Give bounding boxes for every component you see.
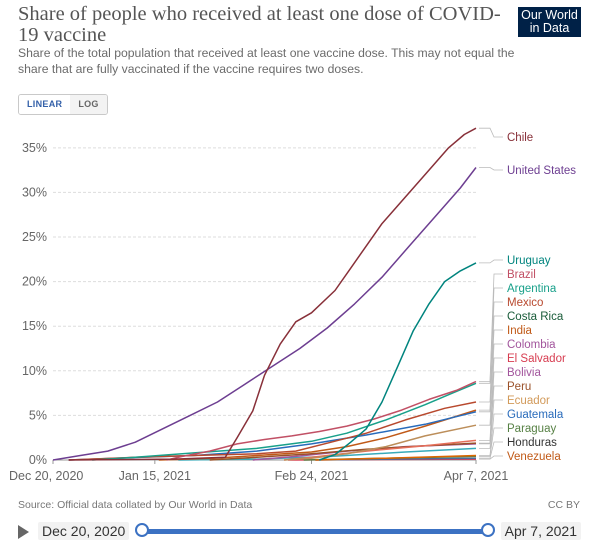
scale-toggle: LINEAR LOG	[18, 94, 108, 115]
play-icon[interactable]	[18, 525, 29, 539]
series-line-united-states[interactable]	[52, 167, 477, 461]
legend-label-el-salvador[interactable]: El Salvador	[507, 353, 566, 365]
y-tick-label: 35%	[22, 141, 47, 155]
chart-subtitle: Share of the total population that recei…	[18, 46, 515, 76]
legend-connectors	[479, 127, 503, 460]
series-line-mexico[interactable]	[68, 401, 477, 461]
legend-connector	[479, 427, 503, 457]
series-line-chile[interactable]	[68, 127, 477, 461]
series-line-colombia[interactable]	[284, 424, 477, 461]
legend-label-colombia[interactable]: Colombia	[507, 339, 556, 351]
x-tick-label: Apr 7, 2021	[444, 469, 509, 483]
x-axis-ticks: Dec 20, 2020 Jan 15, 2021 Feb 24, 2021 Apr …	[9, 460, 508, 483]
legend-connector	[479, 343, 503, 426]
legend-label-brazil[interactable]: Brazil	[507, 269, 536, 281]
legend-connector	[479, 167, 503, 171]
legend-connector	[479, 301, 503, 403]
y-tick-label: 15%	[22, 319, 47, 333]
legend-label-honduras[interactable]: Honduras	[507, 437, 557, 449]
line-chart: 0% 5% 10% 15% 20% 25% 30% 35% Dec 20, 2020 Jan 1…	[9, 127, 576, 483]
x-tick-label: Feb 24, 2021	[275, 469, 349, 483]
legend-connector	[479, 441, 503, 459]
legend-connector	[479, 455, 503, 460]
series-line-uruguay[interactable]	[319, 262, 477, 461]
series-line-guatemala[interactable]	[315, 454, 477, 461]
legend-label-paraguay[interactable]: Paraguay	[507, 423, 556, 435]
timeline: Dec 20, 2020 Apr 7, 2021	[18, 519, 583, 543]
legend-connector	[479, 329, 503, 411]
legend-label-united-states[interactable]: United States	[507, 165, 576, 177]
timeline-end-label[interactable]: Apr 7, 2021	[500, 522, 581, 540]
legend-label-bolivia[interactable]: Bolivia	[507, 367, 541, 379]
y-tick-label: 25%	[22, 230, 47, 244]
legend-label-guatemala[interactable]: Guatemala	[507, 409, 564, 421]
legend-label-chile[interactable]: Chile	[507, 132, 533, 144]
legend-label-argentina[interactable]: Argentina	[507, 283, 557, 295]
legend-label-costa-rica[interactable]: Costa Rica	[507, 311, 564, 323]
legend-label-venezuela[interactable]: Venezuela	[507, 451, 561, 463]
log-scale-button[interactable]: LOG	[70, 95, 107, 114]
timeline-start-handle[interactable]	[135, 523, 149, 537]
license-note[interactable]: CC BY	[547, 499, 580, 511]
legend-label-ecuador[interactable]: Ecuador	[507, 395, 550, 407]
timeline-end-handle[interactable]	[481, 523, 495, 537]
linear-scale-button[interactable]: LINEAR	[18, 95, 72, 114]
legend-label-mexico[interactable]: Mexico	[507, 297, 543, 309]
legend-connector	[479, 413, 503, 456]
logo-line-2: in Data	[529, 21, 570, 35]
y-tick-label: 5%	[29, 408, 47, 422]
grid-lines	[53, 147, 476, 461]
y-tick-label: 20%	[22, 275, 47, 289]
legend-label-india[interactable]: India	[507, 325, 533, 337]
legend-connector	[479, 371, 503, 444]
y-tick-label: 10%	[22, 364, 47, 378]
legend-connector	[479, 287, 503, 384]
chart-title: Share of people who received at least on…	[18, 3, 501, 46]
series-line-brazil[interactable]	[166, 380, 477, 461]
y-tick-label: 0%	[29, 453, 47, 467]
y-tick-label: 30%	[22, 185, 47, 199]
timeline-start-label[interactable]: Dec 20, 2020	[38, 522, 130, 540]
series-lines	[52, 127, 477, 461]
owid-logo[interactable]: Our World in Data	[518, 7, 581, 37]
series-line-argentina[interactable]	[92, 382, 477, 461]
legend-connector	[479, 259, 503, 264]
legend-label-uruguay[interactable]: Uruguay	[507, 255, 551, 267]
legend-connector	[479, 399, 503, 449]
legend-connector	[479, 127, 503, 138]
source-note[interactable]: Source: Official data collated by Our Wo…	[18, 499, 253, 511]
logo-line-1: Our World	[521, 8, 578, 22]
legend-connector	[479, 357, 503, 441]
y-axis-ticks: 0% 5% 10% 15% 20% 25% 30% 35%	[22, 141, 47, 467]
legend-label-peru[interactable]: Peru	[507, 381, 531, 393]
legend-connector	[479, 385, 503, 445]
x-tick-label: Dec 20, 2020	[9, 469, 83, 483]
timeline-track[interactable]	[142, 529, 488, 534]
legend: Chile United States Uruguay Brazil Argentina…	[507, 132, 576, 463]
x-tick-label: Jan 15, 2021	[119, 469, 191, 483]
